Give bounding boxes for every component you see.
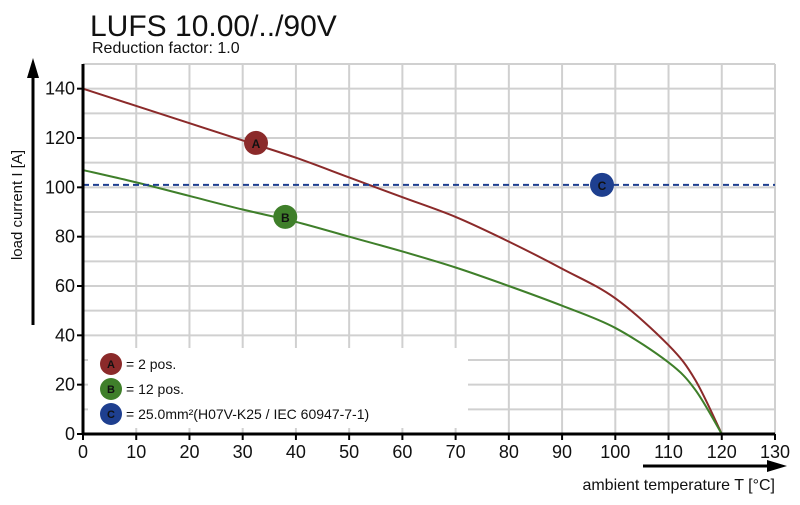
- y-tick-label: 80: [55, 227, 75, 247]
- y-tick-label: 20: [55, 375, 75, 395]
- x-tick-label: 80: [499, 442, 519, 462]
- y-tick-label: 0: [65, 424, 75, 444]
- series-group: A B C: [82, 87, 775, 435]
- y-tick-label: 60: [55, 276, 75, 296]
- chart-title: LUFS 10.00/../90V: [90, 10, 337, 43]
- x-axis-arrowhead: [767, 460, 787, 472]
- legend-marker-letter: B: [107, 384, 115, 396]
- x-axis-label: ambient temperature T [°C]: [582, 477, 775, 494]
- x-tick-label: 120: [707, 442, 737, 462]
- x-tick-label: 10: [126, 442, 146, 462]
- x-tick-label: 0: [78, 442, 88, 462]
- x-tick-label: 20: [179, 442, 199, 462]
- series-marker-b: [273, 204, 298, 229]
- x-tick-label: 110: [654, 442, 683, 462]
- y-tick-label: 100: [45, 177, 75, 197]
- y-tick-label: 140: [45, 79, 75, 99]
- series-marker-letter: C: [598, 179, 607, 193]
- legend-label: = 12 pos.: [126, 381, 184, 397]
- series-line-b: [82, 169, 723, 435]
- x-tick-label: 100: [600, 442, 630, 462]
- axes: 0 10 20 30 40 50 60 70 80 90 100 110 120 130 0 20 40 60 80…: [27, 58, 790, 472]
- x-tick-label: 50: [339, 442, 359, 462]
- legend-label: = 2 pos.: [126, 356, 176, 372]
- legend-background: [88, 348, 468, 428]
- legend-marker-a: [100, 353, 122, 375]
- series-marker-a: [244, 130, 268, 155]
- y-axis-label: load current I [A]: [9, 150, 26, 260]
- legend-marker-letter: C: [107, 409, 115, 421]
- x-tick-label: 40: [286, 442, 306, 462]
- legend-label: = 25.0mm²(H07V-K25 / IEC 60947-7-1): [126, 406, 369, 422]
- legend-marker-c: [100, 403, 122, 425]
- series-marker-letter: B: [281, 211, 290, 225]
- x-tick-label: 130: [760, 442, 790, 462]
- x-tick-label: 60: [392, 442, 412, 462]
- legend-marker-b: [100, 378, 122, 400]
- x-tick-label: 70: [446, 442, 466, 462]
- x-tick-label: 30: [233, 442, 253, 462]
- x-tick-label: 90: [552, 442, 572, 462]
- series-marker-c: [590, 172, 614, 197]
- legend-marker-letter: A: [107, 359, 115, 371]
- series-marker-letter: A: [252, 137, 261, 151]
- y-tick-label: 120: [45, 128, 75, 148]
- chart-subtitle: Reduction factor: 1.0: [92, 40, 240, 57]
- legend: A = 2 pos. B = 12 pos. C = 25.0mm²(H07V-K25 /…: [100, 353, 369, 425]
- y-tick-label: 40: [55, 325, 75, 345]
- y-axis-arrowhead: [27, 58, 39, 78]
- series-line-a: [82, 87, 723, 435]
